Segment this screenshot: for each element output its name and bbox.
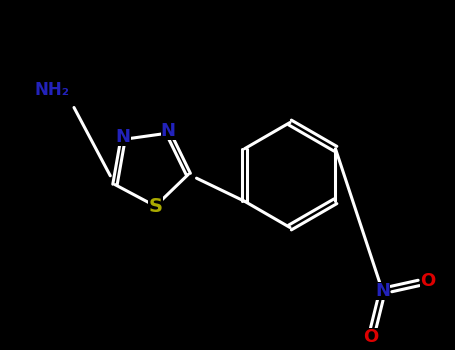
Text: S: S xyxy=(148,197,162,216)
Text: NH₂: NH₂ xyxy=(35,81,70,99)
Text: N: N xyxy=(161,121,176,140)
Text: N: N xyxy=(116,128,131,146)
Text: N: N xyxy=(375,282,390,300)
Text: O: O xyxy=(420,272,435,290)
Text: O: O xyxy=(364,329,379,346)
